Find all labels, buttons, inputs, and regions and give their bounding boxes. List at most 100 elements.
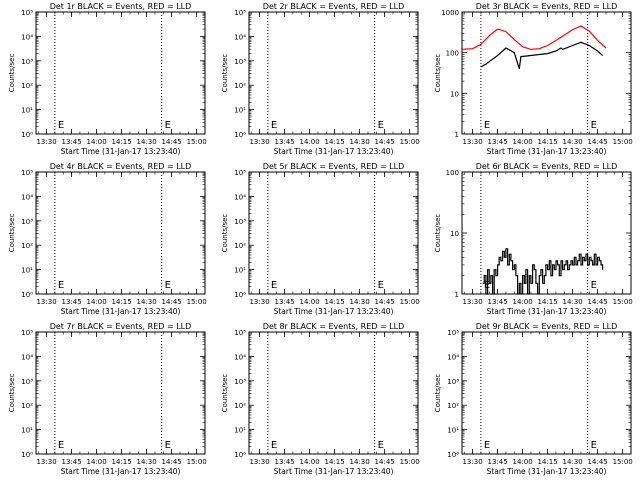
y-tick-label: 10⁵ xyxy=(447,329,459,337)
x-tick-label: 13:45 xyxy=(487,138,507,146)
x-tick-label: 13:30 xyxy=(249,298,269,306)
x-tick-label: 15:00 xyxy=(400,138,420,146)
event-marker-label: E xyxy=(271,280,277,291)
plot-frame xyxy=(35,331,206,455)
y-axis-label: Counts/sec xyxy=(8,214,16,253)
series-line xyxy=(461,25,607,51)
plot-frame xyxy=(248,171,419,295)
x-tick-label: 14:30 xyxy=(350,298,370,306)
x-tick-label: 14:00 xyxy=(300,298,320,306)
chart-panel: Det 3r BLACK = Events, RED = LLD 1 10 100 10… xyxy=(434,2,633,156)
event-marker-label: E xyxy=(378,280,384,291)
plot-frame xyxy=(461,331,632,455)
event-marker-label: E xyxy=(591,120,597,131)
y-tick-label: 10 xyxy=(450,230,459,238)
y-axis-label: Counts/sec xyxy=(221,214,229,253)
y-tick-label: 10⁴ xyxy=(234,353,246,361)
x-axis-label: Start Time (31-Jan-17 13:23:40) xyxy=(61,147,181,156)
chart-title: Det 6r BLACK = Events, RED = LLD xyxy=(476,162,618,171)
x-tick-label: 14:45 xyxy=(375,458,395,466)
y-tick-label: 10³ xyxy=(234,218,246,226)
x-tick-label: 14:30 xyxy=(563,298,583,306)
y-tick-label: 10⁰ xyxy=(234,451,246,459)
plot-frame xyxy=(248,11,419,135)
x-tick-label: 14:45 xyxy=(588,458,608,466)
y-axis-label: Counts/sec xyxy=(221,54,229,93)
x-tick-label: 14:00 xyxy=(513,138,533,146)
event-marker-label: E xyxy=(58,280,64,291)
x-tick-label: 14:45 xyxy=(588,298,608,306)
x-tick-label: 13:30 xyxy=(462,458,482,466)
x-axis-label: Start Time (31-Jan-17 13:23:40) xyxy=(487,467,607,476)
chart-panel: Det 2r BLACK = Events, RED = LLD 10⁰ 10¹ 10… xyxy=(221,2,420,156)
event-marker-label: E xyxy=(165,280,171,291)
x-axis-label: Start Time (31-Jan-17 13:23:40) xyxy=(487,147,607,156)
y-tick-label: 10² xyxy=(234,82,246,90)
plot-frame xyxy=(35,11,206,135)
x-tick-label: 14:15 xyxy=(538,298,558,306)
event-marker-label: E xyxy=(165,440,171,451)
y-tick-label: 10⁰ xyxy=(234,291,246,299)
x-tick-label: 15:00 xyxy=(187,138,207,146)
x-tick-label: 14:00 xyxy=(87,138,107,146)
x-tick-label: 15:00 xyxy=(400,458,420,466)
x-tick-label: 14:15 xyxy=(112,138,132,146)
chart-panel: Det 5r BLACK = Events, RED = LLD 10⁰ 10¹ 10… xyxy=(221,162,420,316)
y-tick-label: 100 xyxy=(446,50,459,58)
chart-panel: Det 4r BLACK = Events, RED = LLD 10⁰ 10¹ 10… xyxy=(8,162,207,316)
chart-title: Det 1r BLACK = Events, RED = LLD xyxy=(50,2,192,11)
x-tick-label: 14:45 xyxy=(375,138,395,146)
y-tick-label: 10⁴ xyxy=(234,33,246,41)
y-tick-label: 10¹ xyxy=(21,267,33,275)
x-tick-label: 13:45 xyxy=(274,458,294,466)
y-tick-label: 1 xyxy=(455,131,459,139)
event-marker-label: E xyxy=(58,440,64,451)
y-tick-label: 10⁴ xyxy=(21,353,33,361)
y-tick-label: 10⁵ xyxy=(21,169,33,177)
y-tick-label: 10⁴ xyxy=(234,193,246,201)
x-tick-label: 14:30 xyxy=(137,458,157,466)
x-tick-label: 14:45 xyxy=(588,138,608,146)
y-tick-label: 10⁵ xyxy=(21,329,33,337)
y-tick-label: 10² xyxy=(234,402,246,410)
y-tick-label: 10 xyxy=(450,90,459,98)
x-tick-label: 14:15 xyxy=(325,458,345,466)
y-axis-label: Counts/sec xyxy=(8,54,16,93)
y-axis-label: Counts/sec xyxy=(434,214,442,253)
y-tick-label: 10³ xyxy=(21,218,33,226)
y-tick-label: 10³ xyxy=(21,58,33,66)
y-tick-label: 10⁵ xyxy=(21,9,33,17)
x-tick-label: 13:30 xyxy=(462,298,482,306)
x-tick-label: 13:30 xyxy=(36,298,56,306)
y-tick-label: 10⁰ xyxy=(21,291,33,299)
y-tick-label: 100 xyxy=(446,169,459,177)
x-axis-label: Start Time (31-Jan-17 13:23:40) xyxy=(274,147,394,156)
event-marker-label: E xyxy=(271,120,277,131)
x-tick-label: 13:45 xyxy=(487,458,507,466)
y-tick-label: 10² xyxy=(234,242,246,250)
plot-frame xyxy=(461,11,632,135)
y-tick-label: 1000 xyxy=(441,9,459,17)
y-tick-label: 10⁰ xyxy=(21,131,33,139)
x-tick-label: 15:00 xyxy=(613,138,633,146)
chart-title: Det 8r BLACK = Events, RED = LLD xyxy=(263,322,405,331)
x-tick-label: 14:30 xyxy=(350,458,370,466)
chart-panel: Det 8r BLACK = Events, RED = LLD 10⁰ 10¹ 10… xyxy=(221,322,420,476)
y-tick-label: 10² xyxy=(21,242,33,250)
x-tick-label: 15:00 xyxy=(613,458,633,466)
y-tick-label: 10⁴ xyxy=(447,353,459,361)
event-marker-label: E xyxy=(484,440,490,451)
y-tick-label: 10⁵ xyxy=(234,169,246,177)
x-tick-label: 13:45 xyxy=(61,138,81,146)
y-tick-label: 10⁰ xyxy=(234,131,246,139)
x-tick-label: 15:00 xyxy=(187,298,207,306)
x-tick-label: 14:30 xyxy=(563,458,583,466)
event-marker-label: E xyxy=(591,280,597,291)
event-marker-label: E xyxy=(591,440,597,451)
chart-title: Det 5r BLACK = Events, RED = LLD xyxy=(263,162,405,171)
x-tick-label: 13:45 xyxy=(274,298,294,306)
x-tick-label: 13:30 xyxy=(36,458,56,466)
y-axis-label: Counts/sec xyxy=(434,374,442,413)
x-tick-label: 14:15 xyxy=(112,458,132,466)
x-tick-label: 14:15 xyxy=(325,298,345,306)
